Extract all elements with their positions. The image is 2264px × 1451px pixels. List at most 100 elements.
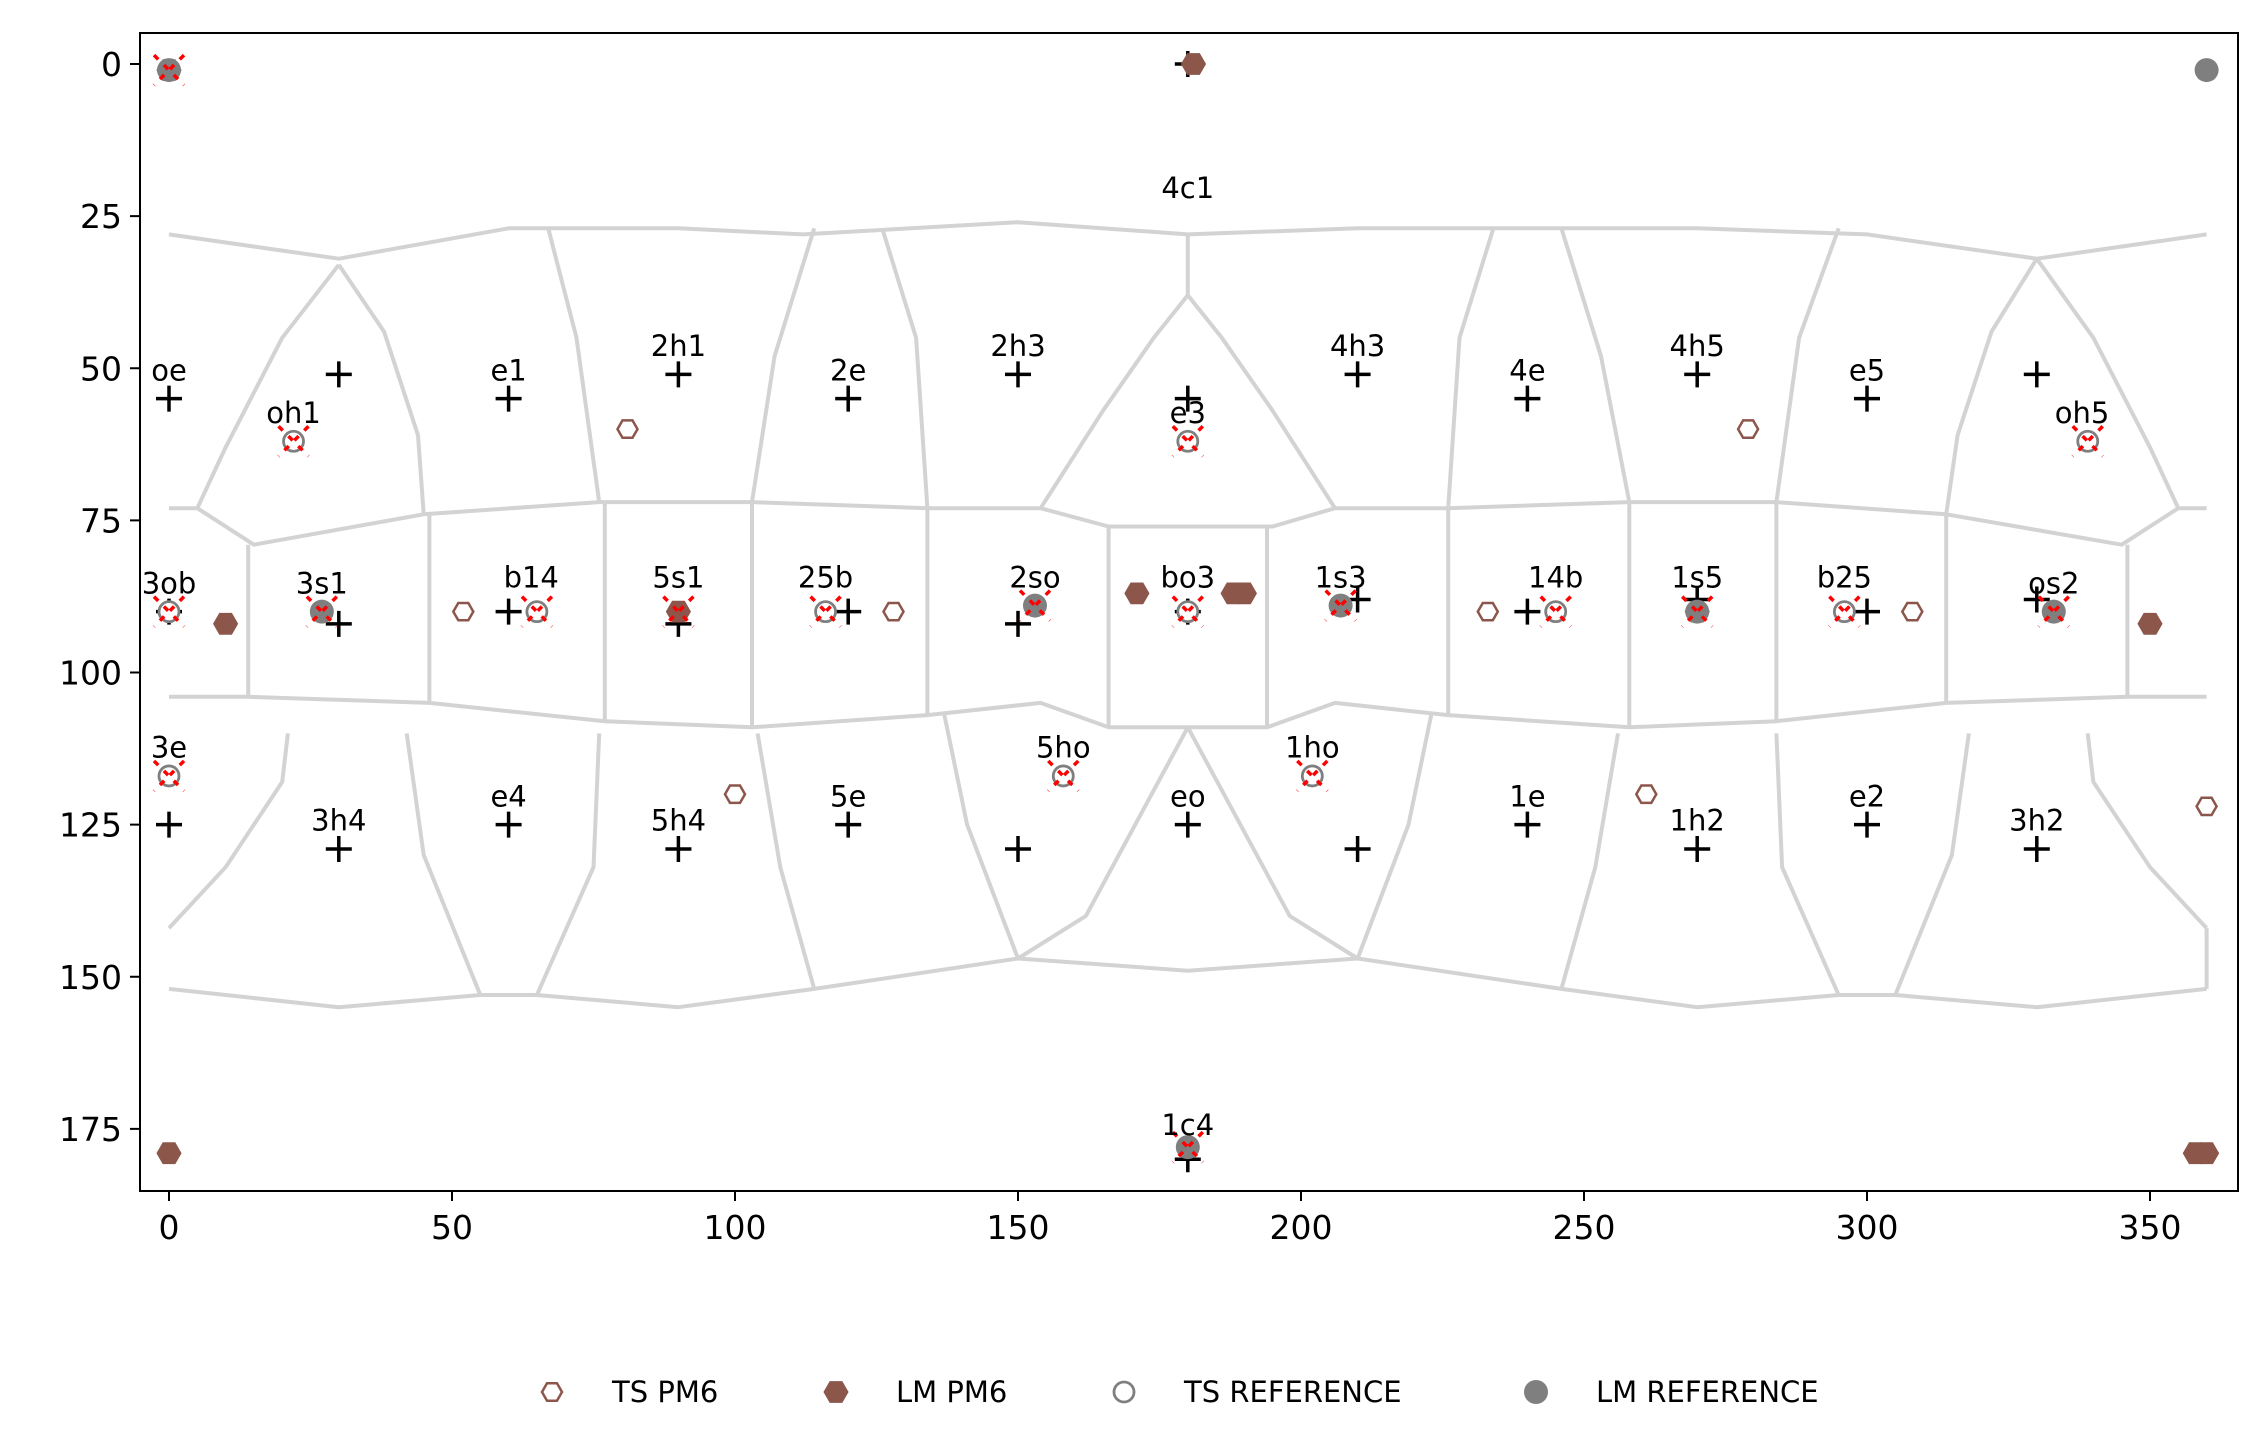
point-label: 5e: [830, 779, 866, 813]
canonical-plus-marker: [156, 385, 182, 412]
point-label: b14: [504, 560, 559, 594]
boundary-line: [337, 263, 426, 515]
boundary-line: [1559, 733, 1620, 990]
y-tick-label: 0: [101, 45, 122, 84]
ts-pm6-point: [1900, 601, 1924, 622]
legend-label: LM PM6: [896, 1375, 1007, 1409]
point-label: oh1: [266, 396, 321, 430]
point-label: 4h3: [1330, 329, 1385, 363]
point-label: 5s1: [652, 560, 704, 594]
boundary-line: [1446, 227, 1496, 509]
legend-label: LM REFERENCE: [1596, 1375, 1819, 1409]
y-tick-label: 25: [80, 197, 122, 236]
legend-label: TS PM6: [611, 1375, 718, 1409]
point-label: bo3: [1160, 560, 1215, 594]
point-label: 1s3: [1315, 560, 1367, 594]
x-tick-label: 0: [159, 1208, 180, 1247]
point-label: 1c4: [1161, 1108, 1214, 1142]
lm-pm6-point: [2194, 1142, 2220, 1165]
boundary-line: [1893, 733, 1971, 996]
x-tick-label: 250: [1553, 1208, 1616, 1247]
ts-pm6-point: [616, 419, 639, 440]
y-tick-label: 50: [80, 349, 122, 388]
y-tick-label: 125: [59, 806, 122, 845]
boundary-line: [195, 263, 341, 510]
x-tick-label: 100: [704, 1208, 767, 1247]
boundary-line: [1559, 227, 1632, 503]
point-label: 5h4: [651, 804, 706, 838]
boundary-line: [168, 956, 2207, 1010]
ts-pm6-point: [1476, 601, 1500, 622]
canonical-plus-marker: [665, 361, 692, 388]
canonical-plus-marker: [2023, 835, 2050, 862]
boundary-line: [1016, 726, 1190, 961]
boundary-line: [942, 714, 1020, 960]
point-label: 3h4: [311, 804, 366, 838]
ts-pm6-point: [882, 601, 905, 622]
lm-pm6-point: [1180, 53, 1207, 75]
canonical-plus-marker: [1005, 361, 1031, 388]
point-label: 2so: [1009, 560, 1060, 594]
y-tick-label: 100: [59, 654, 122, 693]
canonical-plus-marker: [156, 811, 182, 838]
canonical-plus-marker: [1344, 361, 1371, 388]
legend-marker: [823, 1381, 849, 1403]
point-label: e4: [490, 779, 526, 813]
boundary-line: [755, 733, 817, 990]
canonical-plus-marker: [835, 385, 862, 412]
point-label: 2e: [830, 353, 866, 387]
x-tick-label: 350: [2119, 1208, 2182, 1247]
canonical-plus-marker: [1005, 610, 1031, 637]
ts-pm6-point: [2195, 796, 2219, 817]
boundary-line: [1355, 714, 1434, 960]
canonical-plus-marker: [835, 811, 862, 838]
canonical-plus-marker: [1005, 835, 1031, 862]
point-label: eo: [1170, 779, 1206, 813]
canonical-plus-marker: [1174, 385, 1201, 412]
point-label: 2h3: [990, 329, 1045, 363]
canonical-plus-marker: [1854, 811, 1880, 838]
point-label: e5: [1849, 353, 1885, 387]
boundary-line: [167, 733, 290, 930]
point-label: 25b: [798, 560, 853, 594]
y-tick-label: 150: [59, 958, 122, 997]
canonical-plus-marker: [495, 598, 522, 625]
lm-pm6-point: [1124, 582, 1150, 605]
boundary-line: [535, 733, 602, 996]
point-label: 3s1: [296, 566, 348, 600]
canonical-plus-marker: [1854, 598, 1880, 625]
point-labels: 4c1 oe oh1 e1 2h1 2e 2h3 e3 4h3 4e 4h5 e5 oh5 3ob 3s1 b…: [142, 171, 2110, 1142]
canonical-plus-marker: [325, 361, 352, 388]
point-label: 1ho: [1285, 731, 1340, 765]
canonical-plus-marker: [495, 385, 522, 412]
canonical-plus-marker: [1174, 811, 1201, 838]
boundary-line: [2035, 257, 2181, 510]
x-tick-label: 300: [1836, 1208, 1899, 1247]
axes: 0 50 100 150 200 250 300 350 0 25 50 75 100 125 150 175: [59, 45, 2182, 1247]
canonical-plus-marker: [325, 835, 352, 862]
legend-label: TS REFERENCE: [1183, 1375, 1402, 1409]
canonical-plus-marker: [1514, 385, 1541, 412]
point-label: 3ob: [142, 566, 197, 600]
legend-marker: [540, 1382, 564, 1402]
canonical-plus-marker: [325, 610, 352, 637]
x-tick-label: 50: [431, 1208, 473, 1247]
y-tick-label: 175: [59, 1110, 122, 1149]
point-label: 1h2: [1670, 804, 1725, 838]
point-label: 4e: [1509, 353, 1545, 387]
boundary-line: [880, 227, 930, 509]
boundary-line: [1774, 227, 1841, 503]
legend: TS PM6 LM PM6 TS REFERENCE LM REFERENCE: [540, 1375, 1819, 1409]
point-label: 1e: [1509, 779, 1545, 813]
boundary-line: [2085, 733, 2209, 930]
canonical-plus-marker: [1854, 385, 1880, 412]
canonical-plus-marker: [1344, 835, 1371, 862]
boundary-line: [546, 227, 602, 503]
point-label: 4c1: [1161, 171, 1214, 205]
boundary-line: [404, 733, 483, 996]
point-label: e3: [1170, 396, 1206, 430]
boundary-line: [1774, 733, 1841, 996]
y-tick-label: 75: [80, 501, 122, 540]
canonical-plus-marker: [2023, 586, 2050, 613]
